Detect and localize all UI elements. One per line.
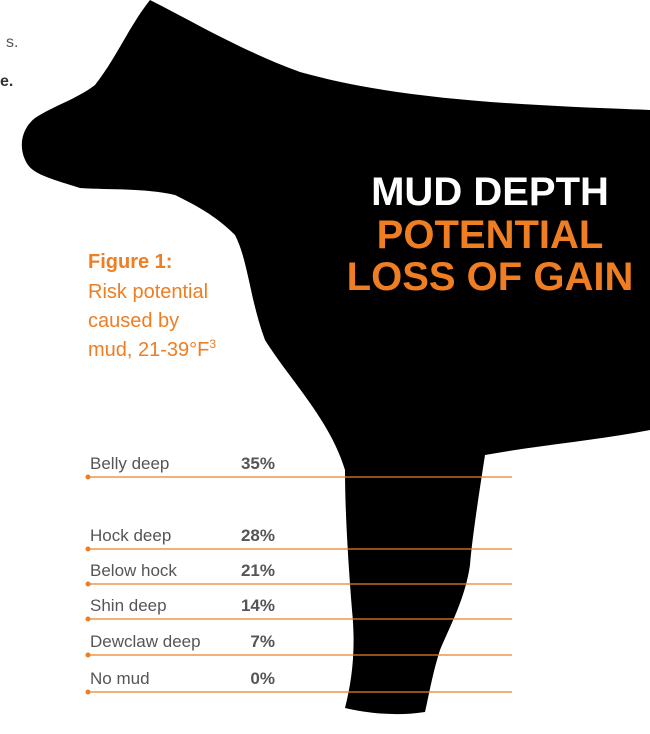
- text-fragment: s.: [6, 34, 18, 51]
- row-value: 0%: [250, 669, 275, 688]
- row-value: 7%: [250, 632, 275, 651]
- caption: caused by: [88, 310, 179, 332]
- depth-dot: [86, 547, 91, 552]
- depth-dot: [86, 653, 91, 658]
- depth-dot: [86, 582, 91, 587]
- headline: LOSS OF GAIN: [347, 255, 634, 299]
- row-value: 14%: [241, 596, 275, 615]
- caption-line: mud, 21-39°F3: [88, 337, 216, 361]
- headline: POTENTIAL: [377, 213, 604, 257]
- row-label: Hock deep: [90, 526, 171, 545]
- row-label: Shin deep: [90, 596, 167, 615]
- figure-label: Figure 1:: [88, 251, 172, 273]
- caption: mud, 21-39°F: [88, 339, 209, 361]
- row-label: Below hock: [90, 561, 177, 580]
- row-value: 28%: [241, 526, 275, 545]
- footnote-ref: 3: [209, 337, 216, 351]
- depth-dot: [86, 475, 91, 480]
- headline: MUD DEPTH: [371, 170, 609, 214]
- row-label: Belly deep: [90, 454, 169, 473]
- row-value: 21%: [241, 561, 275, 580]
- row-label: No mud: [90, 669, 150, 688]
- depth-dot: [86, 617, 91, 622]
- depth-dot: [86, 690, 91, 695]
- infographic: s. e. MUD DEPTH POTENTIAL LOSS OF GAIN F…: [0, 0, 650, 734]
- row-value: 35%: [241, 454, 275, 473]
- text-fragment: e.: [0, 73, 13, 90]
- caption: Risk potential: [88, 281, 208, 303]
- row-label: Dewclaw deep: [90, 632, 201, 651]
